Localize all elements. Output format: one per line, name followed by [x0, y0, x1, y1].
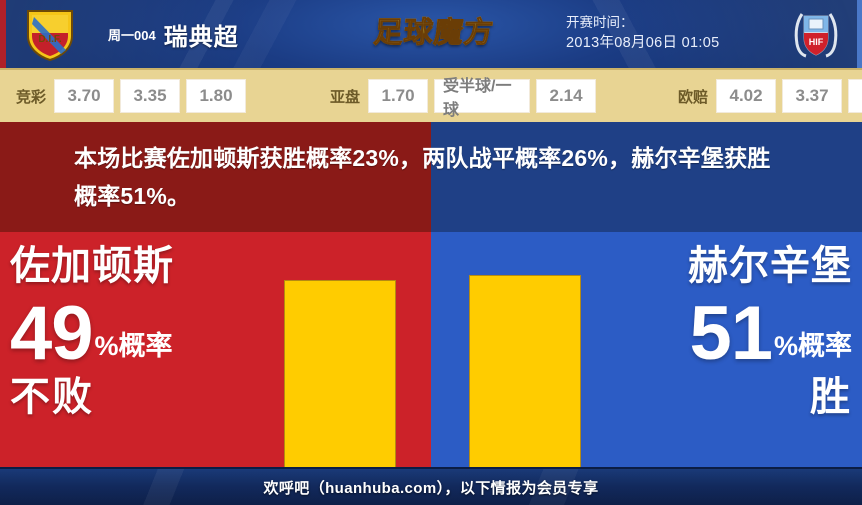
away-percent-suffix: %概率	[773, 331, 852, 361]
home-percent-row: 49 %概率	[10, 292, 300, 372]
odds-group-jingcai: 竞彩 3.70 3.35 1.80	[16, 79, 252, 113]
svg-text:HIF: HIF	[809, 37, 824, 47]
away-summary-band	[431, 122, 862, 232]
odds-value[interactable]: 4.02	[716, 79, 777, 113]
djurgarden-crest-icon: D.I.F.	[27, 10, 73, 62]
odds-value[interactable]: 2.14	[536, 79, 597, 113]
away-percent-number: 51	[689, 291, 773, 376]
odds-value[interactable]: 1.83	[848, 79, 862, 113]
away-team-stats: 赫尔辛堡 51 %概率 胜	[562, 242, 852, 422]
odds-group-title: 亚盘	[330, 88, 361, 106]
footer-bar: 欢呼吧（huanhuba.com），以下情报为会员专享	[0, 467, 862, 505]
odds-value[interactable]: 3.70	[54, 79, 115, 113]
kickoff-label: 开赛时间：	[566, 15, 634, 30]
kickoff-value: 2013年08月06日 01:05	[566, 35, 720, 51]
home-summary-band	[0, 122, 431, 232]
away-result-label: 胜	[810, 375, 852, 419]
odds-group-title: 欧赔	[678, 88, 709, 106]
home-percent-suffix: %概率	[94, 331, 173, 361]
away-probability-bar	[469, 275, 581, 467]
odds-group-yapan: 亚盘 1.70 受半球/一球 2.14	[330, 78, 602, 119]
home-team-stats: 佐加顿斯 49 %概率 不败	[10, 242, 300, 422]
odds-group-title: 竞彩	[16, 88, 47, 106]
match-round-label: 周一004	[108, 27, 156, 43]
header-accent-right	[857, 0, 862, 68]
kickoff-time: 开赛时间： 2013年08月06日 01:05	[566, 12, 766, 54]
home-result-label: 不败	[10, 375, 94, 419]
match-title: 周一004 瑞典超	[108, 14, 239, 54]
header-accent-left	[0, 0, 6, 68]
helsingborg-crest-icon: HIF	[794, 13, 838, 58]
odds-value[interactable]: 3.37	[782, 79, 843, 113]
home-team-name: 佐加顿斯	[10, 244, 174, 288]
footer-text: 欢呼吧（huanhuba.com），以下情报为会员专享	[263, 479, 599, 497]
odds-bar: 竞彩 3.70 3.35 1.80 亚盘 1.70 受半球/一球 2.14 欧赔…	[0, 68, 862, 122]
svg-text:D.I.F.: D.I.F.	[38, 34, 62, 45]
brand-logo-text: 足球魔方	[372, 9, 496, 51]
odds-group-oupei: 欧赔 4.02 3.37 1.83	[678, 79, 862, 113]
probability-panel: 佐加顿斯 49 %概率 不败 赫尔辛堡 51 %概率 胜	[0, 122, 862, 467]
odds-value[interactable]: 3.35	[120, 79, 181, 113]
away-percent-row: 51 %概率	[562, 292, 852, 372]
away-team-name: 赫尔辛堡	[688, 244, 852, 288]
home-probability-bar	[284, 280, 396, 467]
match-league-label: 瑞典超	[163, 23, 239, 51]
odds-value[interactable]: 1.70	[368, 79, 429, 113]
odds-value[interactable]: 1.80	[186, 79, 247, 113]
home-percent-number: 49	[10, 291, 94, 376]
odds-handicap-value[interactable]: 受半球/一球	[434, 78, 531, 119]
match-header: D.I.F. 周一004 瑞典超 足球魔方 开赛时间： 2013年08月06日 …	[0, 0, 862, 68]
brand-logo: 足球魔方	[366, 4, 502, 56]
